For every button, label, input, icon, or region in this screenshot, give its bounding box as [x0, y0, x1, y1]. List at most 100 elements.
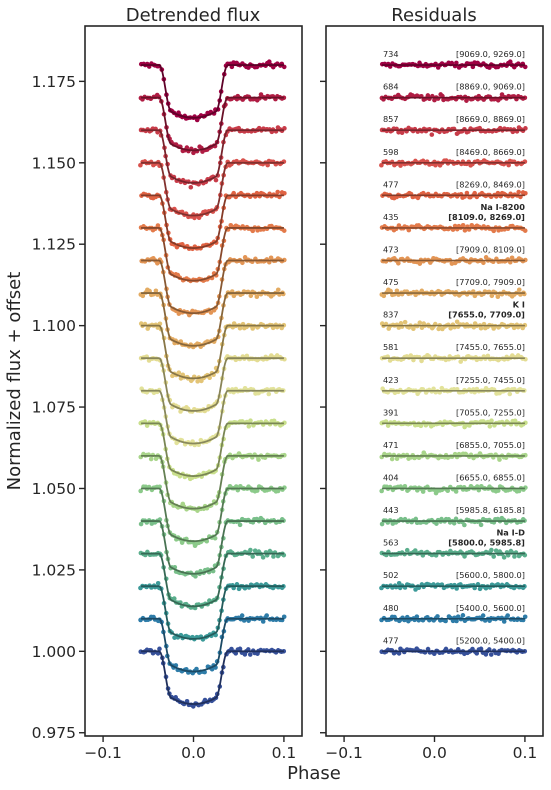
model-line [141, 389, 284, 445]
flux-point [275, 287, 281, 293]
residual-point [462, 522, 467, 528]
wavelength-range-label: [6655.0, 6855.0] [456, 473, 525, 483]
wavelength-range-label: [5400.0, 5600.0] [456, 603, 525, 613]
flux-point [281, 228, 287, 233]
residual-point [413, 516, 419, 522]
residual-series-11 [379, 418, 528, 430]
y-tick-label: 1.000 [32, 643, 76, 661]
x-axis-label: Phase [287, 763, 341, 784]
bin-count-label: 480 [383, 603, 399, 613]
flux-point [250, 228, 256, 234]
residual-point [379, 488, 384, 494]
flux-point [250, 554, 256, 559]
residual-series-5 [379, 222, 528, 234]
residual-point [429, 132, 435, 137]
flux-series-15 [138, 547, 287, 611]
bin-count-label: 857 [383, 114, 399, 124]
flux-point [266, 391, 272, 397]
flux-point [247, 652, 253, 657]
detrended-flux-series-group [138, 59, 287, 709]
residual-point [522, 614, 528, 620]
flux-series-17 [138, 613, 287, 676]
residual-point [417, 320, 423, 326]
residual-series-group [379, 59, 528, 657]
residual-point [402, 319, 408, 325]
species-label: Na I-D [496, 528, 525, 538]
residual-series-14 [379, 515, 527, 528]
flux-point [148, 456, 154, 462]
flux-series-11 [138, 418, 287, 482]
bin-count-label: 423 [383, 375, 399, 385]
residual-point [481, 260, 486, 266]
model-line [141, 259, 284, 315]
flux-point [144, 423, 150, 428]
flux-point [282, 191, 287, 196]
x-tick-label: 0.0 [181, 744, 206, 762]
residual-series-8 [379, 319, 528, 332]
model-line [141, 520, 284, 575]
flux-point [239, 613, 245, 618]
right-x-axis-ticks: −0.1 0.0 0.1 [325, 736, 537, 762]
flux-point [237, 646, 243, 652]
residual-point [396, 260, 401, 266]
flux-series-9 [138, 353, 287, 414]
wavelength-range-label: [7655.0, 7709.0] [448, 310, 525, 320]
bin-count-label: 598 [383, 147, 399, 157]
flux-series-14 [138, 515, 286, 579]
residual-point [402, 483, 408, 489]
residual-point [474, 651, 480, 656]
wavelength-range-label: [8269.0, 8469.0] [456, 179, 525, 189]
model-line [141, 585, 284, 640]
residual-point [418, 423, 424, 429]
flux-point [138, 521, 144, 527]
residual-point [493, 548, 499, 553]
species-label: Na I-8200 [480, 202, 525, 212]
y-tick-label: 1.175 [32, 73, 76, 91]
residual-point [489, 547, 494, 553]
residual-point [464, 190, 470, 196]
residual-point [435, 614, 440, 619]
residual-point [505, 613, 511, 618]
x-tick-label: −0.1 [325, 744, 363, 762]
flux-point [254, 488, 260, 493]
y-tick-label: 1.075 [32, 399, 76, 417]
model-line [141, 487, 284, 543]
wavelength-range-label: [6855.0, 7055.0] [456, 440, 525, 450]
residual-series-0 [379, 59, 528, 70]
residual-point [485, 353, 491, 359]
flux-point [248, 547, 253, 553]
right-panel-title: Residuals [391, 5, 476, 26]
residual-point [451, 521, 457, 526]
residual-point [506, 162, 511, 168]
residual-point [443, 618, 448, 624]
model-line [141, 129, 284, 184]
flux-point [271, 554, 276, 559]
left-x-axis-ticks: −0.1 0.0 0.1 [84, 736, 296, 762]
wavelength-range-label: [7455.0, 7655.0] [456, 342, 525, 352]
flux-series-0 [138, 59, 287, 123]
flux-series-10 [139, 386, 286, 448]
flux-point [248, 293, 254, 299]
flux-point [157, 646, 162, 652]
residual-point [453, 489, 459, 494]
flux-point [155, 260, 160, 266]
x-tick-label: 0.1 [272, 744, 297, 762]
flux-point [260, 619, 266, 624]
x-tick-label: 0.1 [513, 744, 538, 762]
flux-point [244, 353, 250, 359]
residual-point [522, 228, 528, 233]
wavelength-range-label: [9069.0, 9269.0] [456, 49, 525, 59]
model-line [141, 455, 284, 510]
residual-series-13 [379, 483, 528, 496]
flux-series-16 [138, 580, 286, 642]
flux-point [176, 370, 182, 376]
left-panel-title: Detrended flux [126, 5, 261, 26]
detrended-flux-panel: Detrended flux 0.975 1.000 1.025 1.050 1.075… [4, 5, 303, 762]
residual-point [472, 190, 477, 196]
residual-point [460, 613, 466, 618]
bin-count-label: 563 [383, 538, 399, 548]
residual-point [398, 163, 403, 168]
residual-point [394, 288, 400, 294]
residual-series-16 [379, 580, 527, 592]
